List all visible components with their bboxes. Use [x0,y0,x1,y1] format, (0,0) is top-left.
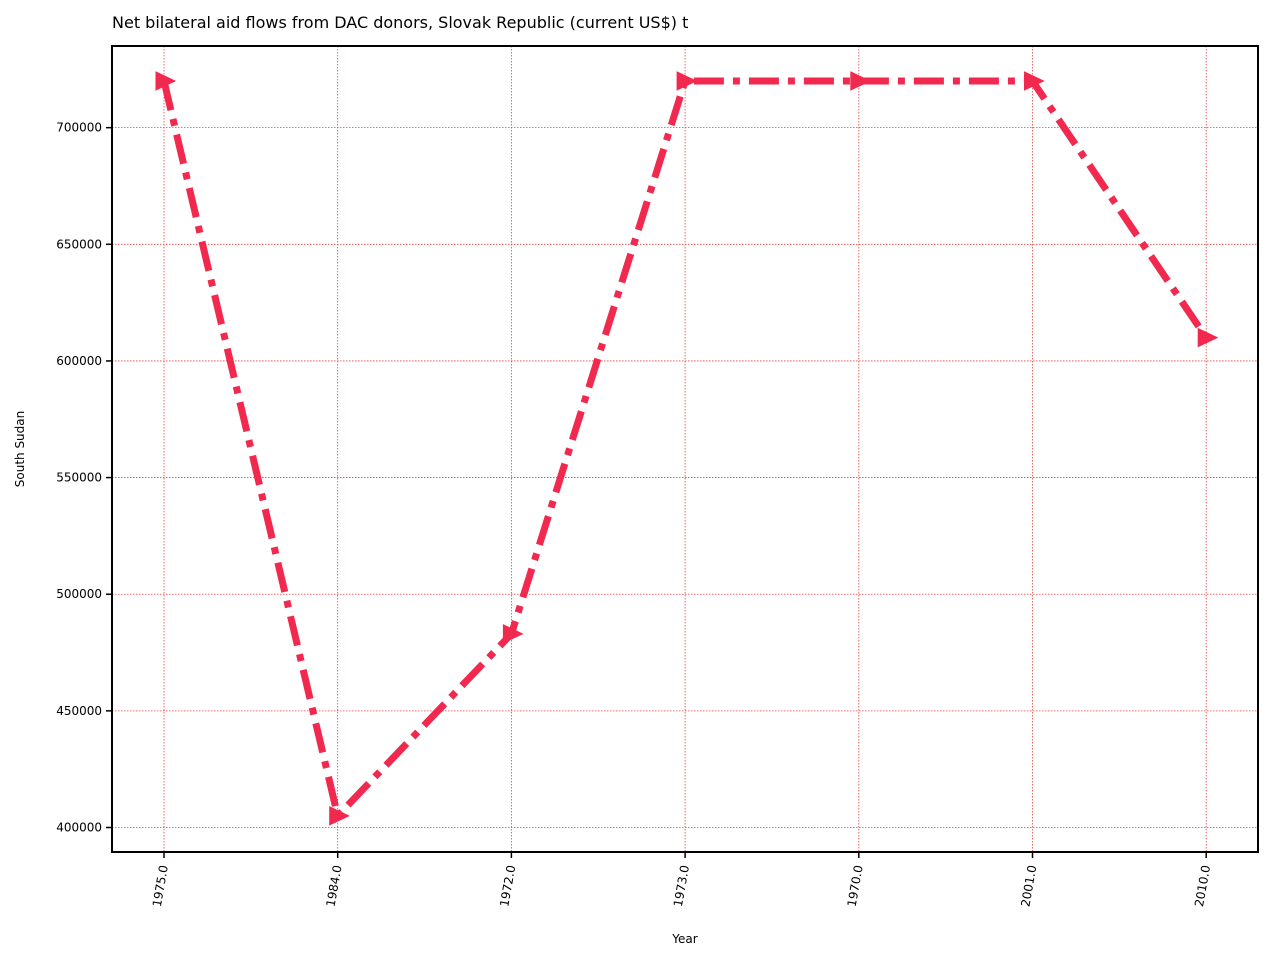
y-tick-label: 400000 [56,821,102,835]
x-axis-ticks: 1975.0 1984.0 1972.0 1973.0 1970.0 2001.0 2010… [150,852,1213,908]
x-tick-label: 2001.0 [1018,864,1039,908]
y-tick-label: 650000 [56,237,102,251]
y-tick-label: 600000 [56,354,102,368]
y-axis-label: South Sudan [13,411,27,488]
data-point-marker [676,71,698,91]
series-layer [155,71,1219,826]
y-tick-label: 500000 [56,587,102,601]
x-tick-label: 1973.0 [671,864,692,908]
x-tick-label: 1972.0 [497,864,518,908]
y-tick-label: 700000 [56,121,102,135]
y-tick-label: 550000 [56,471,102,485]
x-tick-label: 1984.0 [324,864,345,908]
data-point-marker [329,806,350,826]
data-point-marker [850,71,871,91]
y-axis-ticks: 400000 450000 500000 550000 600000 650000 7000… [56,121,112,835]
grid [112,46,1258,852]
data-point-marker [502,624,524,644]
x-tick-label: 1970.0 [845,864,866,908]
data-point-marker [155,71,177,91]
data-point-marker [1024,71,1045,91]
x-axis-label: Year [671,932,697,946]
plot-frame [111,45,1259,853]
x-tick-label: 2010.0 [1192,864,1213,908]
chart-title: Net bilateral aid flows from DAC donors,… [112,13,688,32]
y-tick-label: 450000 [56,704,102,718]
x-tick-label: 1975.0 [150,864,171,908]
data-point-marker [1197,327,1219,348]
